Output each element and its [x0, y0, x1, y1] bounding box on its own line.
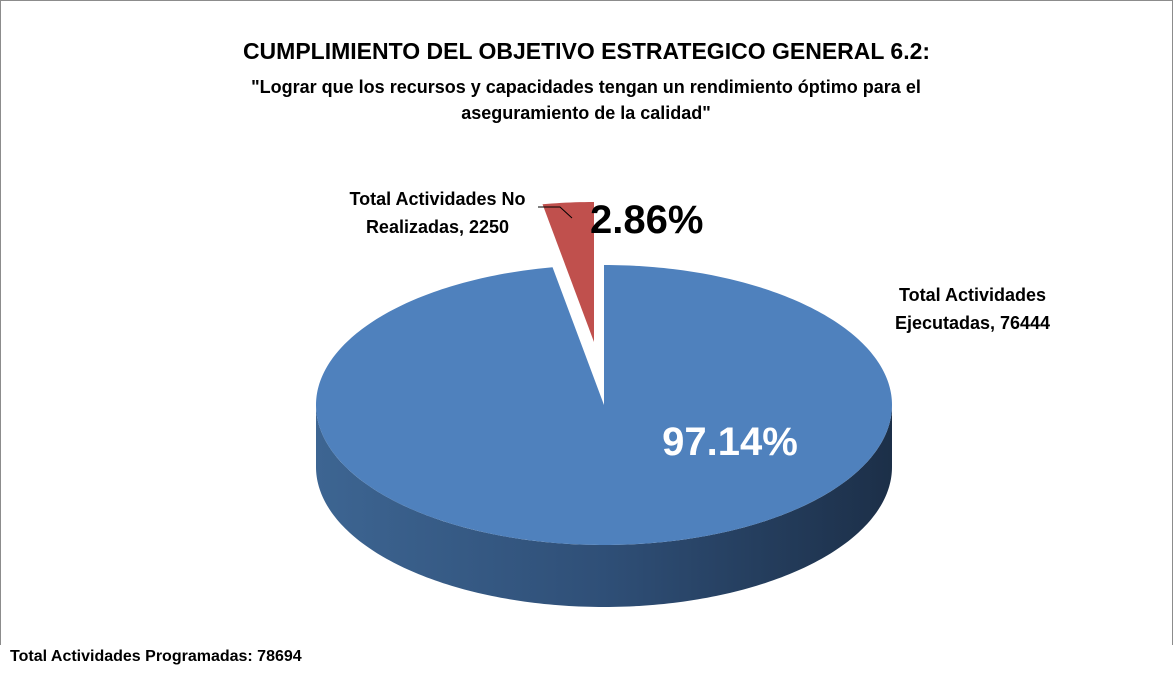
chart-title: CUMPLIMIENTO DEL OBJETIVO ESTRATEGICO GE… [242, 38, 931, 64]
pie-slice [316, 265, 892, 545]
pie-side [316, 405, 892, 607]
data-label: Total Actividades Ejecutadas, 76444 [894, 285, 1051, 333]
footnote: Total Actividades Programadas: 78694 [10, 648, 302, 665]
chart-subtitle: "Lograr que los recursos y capacidades t… [251, 77, 921, 123]
pie-slice [542, 202, 594, 342]
percent-label: 2.86% [590, 198, 704, 242]
data-label: Total Actividades No Realizadas, 2250 [349, 189, 526, 237]
percent-label: 97.14% [662, 420, 798, 464]
leader-line [538, 206, 573, 219]
